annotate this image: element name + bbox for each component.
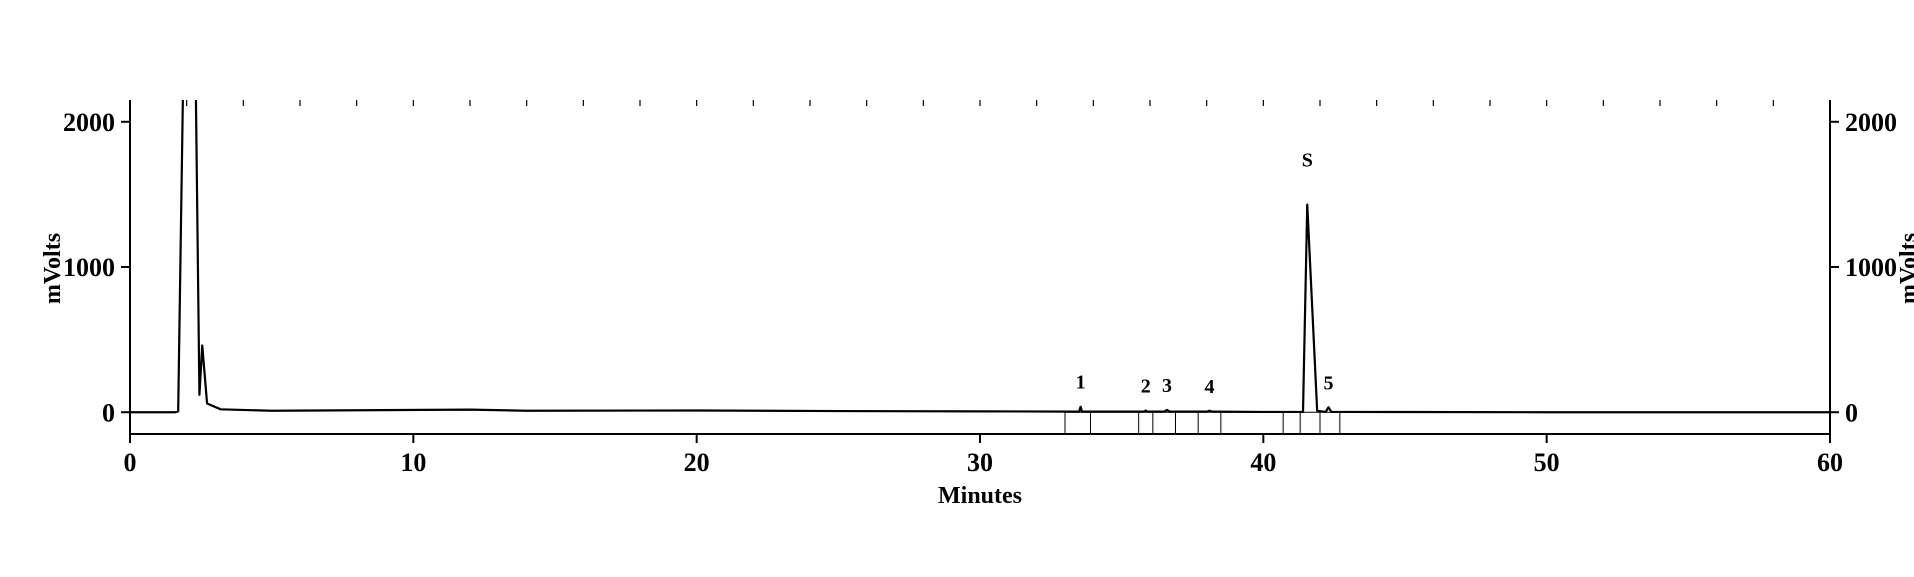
chart-svg: 0102030405060010002000010002000Minutes12… <box>0 0 1914 577</box>
y-axis-label-left: mVolts <box>40 233 67 304</box>
trace <box>130 35 1830 413</box>
peak-label: 3 <box>1162 375 1172 397</box>
y-axis-label-right: mVolts <box>1896 233 1914 304</box>
x-tick-label: 10 <box>400 448 426 477</box>
y-tick-label-right: 2000 <box>1845 108 1897 137</box>
chromatogram-figure: mVolts mVolts 01020304050600100020000100… <box>0 0 1914 577</box>
peak-label: 2 <box>1141 375 1151 397</box>
y-tick-label-left: 0 <box>102 398 115 427</box>
peak-label: 1 <box>1076 372 1086 394</box>
peak-label: S <box>1302 150 1313 172</box>
y-tick-label-right: 1000 <box>1845 253 1897 282</box>
y-tick-label-left: 1000 <box>63 253 115 282</box>
peak-label: 5 <box>1324 372 1334 394</box>
peak-label: 4 <box>1205 376 1215 398</box>
x-axis-label: Minutes <box>938 483 1022 509</box>
x-tick-label: 50 <box>1534 448 1560 477</box>
y-tick-label-right: 0 <box>1845 398 1858 427</box>
y-tick-label-left: 2000 <box>63 108 115 137</box>
x-tick-label: 60 <box>1817 448 1843 477</box>
x-tick-label: 0 <box>124 448 137 477</box>
x-tick-label: 30 <box>967 448 993 477</box>
x-tick-label: 40 <box>1250 448 1276 477</box>
x-tick-label: 20 <box>684 448 710 477</box>
